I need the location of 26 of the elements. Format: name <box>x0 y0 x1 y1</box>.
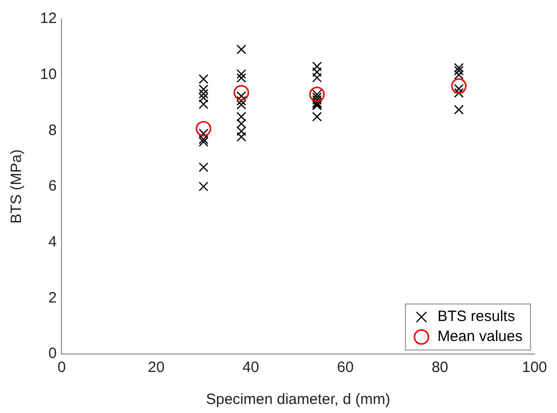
x-tick-label: 80 <box>432 359 448 376</box>
y-tick-label: 10 <box>40 66 57 83</box>
point <box>451 78 467 94</box>
point <box>454 66 464 76</box>
x-tick-label: 100 <box>522 359 547 376</box>
y-tick-label: 2 <box>48 289 57 306</box>
legend-label: BTS results <box>437 308 515 326</box>
point <box>236 69 246 79</box>
x-axis-title: Specimen diameter, d (mm) <box>206 391 390 408</box>
point <box>236 73 246 83</box>
x-tick-label: 20 <box>148 359 165 376</box>
x-tick-label: 60 <box>337 359 354 376</box>
point <box>454 88 464 98</box>
legend-label: Mean values <box>437 328 522 346</box>
point <box>236 96 246 106</box>
x-tick-label: 40 <box>242 359 260 376</box>
y-axis-title: BTS (MPa) <box>8 149 26 224</box>
point <box>198 162 208 172</box>
point <box>236 44 246 54</box>
point <box>198 182 208 192</box>
y-tick-label: 4 <box>48 233 57 250</box>
y-tick-label: 12 <box>40 10 57 28</box>
y-tick-label: 6 <box>48 178 57 195</box>
y-tick-label: 0 <box>48 345 57 362</box>
y-tick-label: 8 <box>48 122 57 139</box>
point <box>454 104 464 115</box>
